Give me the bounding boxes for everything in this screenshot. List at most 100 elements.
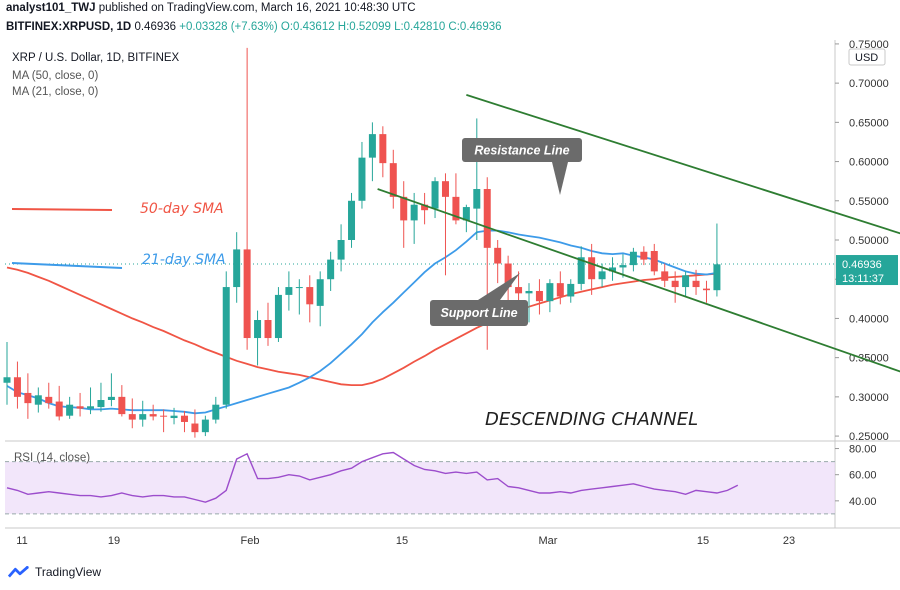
candle-down — [45, 396, 53, 404]
candle-down — [661, 271, 669, 281]
candle-up — [170, 415, 178, 419]
candle-up — [577, 257, 585, 284]
candle-down — [379, 134, 387, 164]
candle-up — [201, 419, 209, 433]
publish-date: published on TradingView.com, March 16, … — [98, 2, 416, 14]
candle-up — [546, 283, 554, 302]
rsi-tick-label: 60.00 — [849, 470, 877, 482]
candle-down — [421, 204, 429, 211]
candle-down — [441, 181, 449, 197]
sma21-annotation: 21-day SMA — [142, 252, 226, 268]
candle-up — [713, 264, 721, 291]
candle-down — [640, 251, 648, 260]
price-tick-label: 0.70000 — [849, 78, 889, 90]
price-tick-label: 0.55000 — [849, 196, 889, 208]
candle-down — [556, 283, 564, 297]
candle-down — [671, 280, 679, 288]
candle-down — [118, 396, 126, 415]
candle-up — [368, 134, 376, 158]
candle-down — [389, 163, 397, 197]
candle-down — [160, 415, 168, 417]
candle-down — [452, 196, 460, 221]
candle-down — [692, 280, 700, 288]
candle-down — [128, 414, 136, 420]
ma21-legend[interactable]: MA (21, close, 0) — [12, 86, 99, 98]
rsi-tick-label: 80.00 — [849, 444, 877, 456]
candle-up — [97, 400, 105, 408]
time-axis-label: 15 — [697, 535, 709, 547]
candle-up — [233, 249, 241, 288]
candle-up — [410, 204, 418, 221]
rsi-tick-label: 40.00 — [849, 496, 877, 508]
rsi-band — [5, 461, 835, 514]
candle-down — [306, 287, 314, 305]
rsi-legend: RSI (14, close) — [14, 452, 90, 464]
candle-up — [66, 404, 74, 416]
candle-up — [473, 189, 481, 209]
support-callout-text: Support Line — [440, 306, 517, 320]
candle-up — [274, 294, 282, 339]
chart-title: XRP / U.S. Dollar, 1D, BITFINEX — [12, 52, 180, 64]
candle-down — [13, 377, 21, 397]
candle-up — [222, 287, 230, 405]
candle-up — [254, 320, 262, 339]
price-tick-label: 0.50000 — [849, 235, 889, 247]
candle-up — [139, 414, 147, 420]
candle-down — [515, 287, 523, 294]
sma50-key-line — [11, 208, 113, 211]
price-tick-label: 0.65000 — [849, 117, 889, 129]
price-chart[interactable]: 0.75000 0.70000 0.65000 0.60000 0.55000 0.500… — [0, 0, 900, 560]
sma50-annotation: 50-day SMA — [140, 201, 224, 217]
support-callout-box — [430, 300, 528, 326]
candle-up — [295, 287, 303, 289]
symbol-info: BITFINEX:XRPUSD, 1D 0.46936 +0.03328 (+7… — [6, 21, 502, 33]
ma50-legend[interactable]: MA (50, close, 0) — [12, 70, 99, 82]
candle-down — [149, 414, 157, 417]
ma50-line — [6, 266, 717, 386]
time-axis-label: 15 — [396, 535, 408, 547]
support-channel-line — [377, 188, 900, 373]
price-tick-label: 0.75000 — [849, 39, 889, 51]
candle-down — [191, 423, 199, 433]
tradingview-brand[interactable]: TradingView — [35, 565, 102, 579]
resistance-channel-line — [466, 94, 900, 235]
sma21-key-line — [11, 262, 123, 269]
candle-up — [567, 283, 575, 297]
candle-up — [3, 377, 11, 383]
price-tick-label: 0.40000 — [849, 313, 889, 325]
last-price-value: 0.46936 — [134, 21, 177, 33]
footer-branding: TradingView — [8, 565, 101, 579]
candle-down — [24, 392, 32, 404]
ohlc-values: O:0.43612 H:0.52099 L:0.42810 C:0.46936 — [280, 21, 502, 33]
descending-channel-label: DESCENDING CHANNEL — [485, 409, 698, 430]
currency-box — [848, 48, 886, 66]
symbol-name: BITFINEX:XRPUSD, 1D — [6, 21, 132, 33]
candle-down — [76, 406, 84, 409]
time-axis-label: 11 — [16, 535, 27, 547]
price-pane — [5, 40, 835, 440]
candle-up — [34, 395, 42, 405]
candle-up — [87, 406, 95, 409]
price-tick-label: 0.30000 — [849, 392, 889, 404]
time-axis-label: 23 — [783, 535, 795, 547]
support-callout-pointer — [478, 273, 520, 300]
candle-up — [316, 279, 324, 306]
candle-down — [650, 250, 658, 272]
price-change: +0.03328 (+7.63%) — [179, 21, 278, 33]
candle-up — [327, 259, 335, 280]
candle-up — [609, 267, 617, 272]
candle-down — [400, 196, 408, 221]
author-name[interactable]: analyst101_TWJ — [6, 2, 96, 14]
candle-down — [702, 288, 710, 291]
candle-down — [535, 290, 543, 302]
candle-up — [619, 265, 627, 268]
candle-up — [462, 207, 470, 221]
resistance-callout-pointer — [552, 162, 568, 195]
candle-down — [494, 247, 502, 264]
candle-up — [525, 290, 533, 294]
publish-info: analyst101_TWJ published on TradingView.… — [6, 2, 416, 14]
candle-up — [348, 200, 356, 240]
candle-up — [629, 251, 637, 266]
bar-countdown-label: 13:11:37 — [842, 273, 884, 285]
candle-up — [431, 181, 439, 209]
